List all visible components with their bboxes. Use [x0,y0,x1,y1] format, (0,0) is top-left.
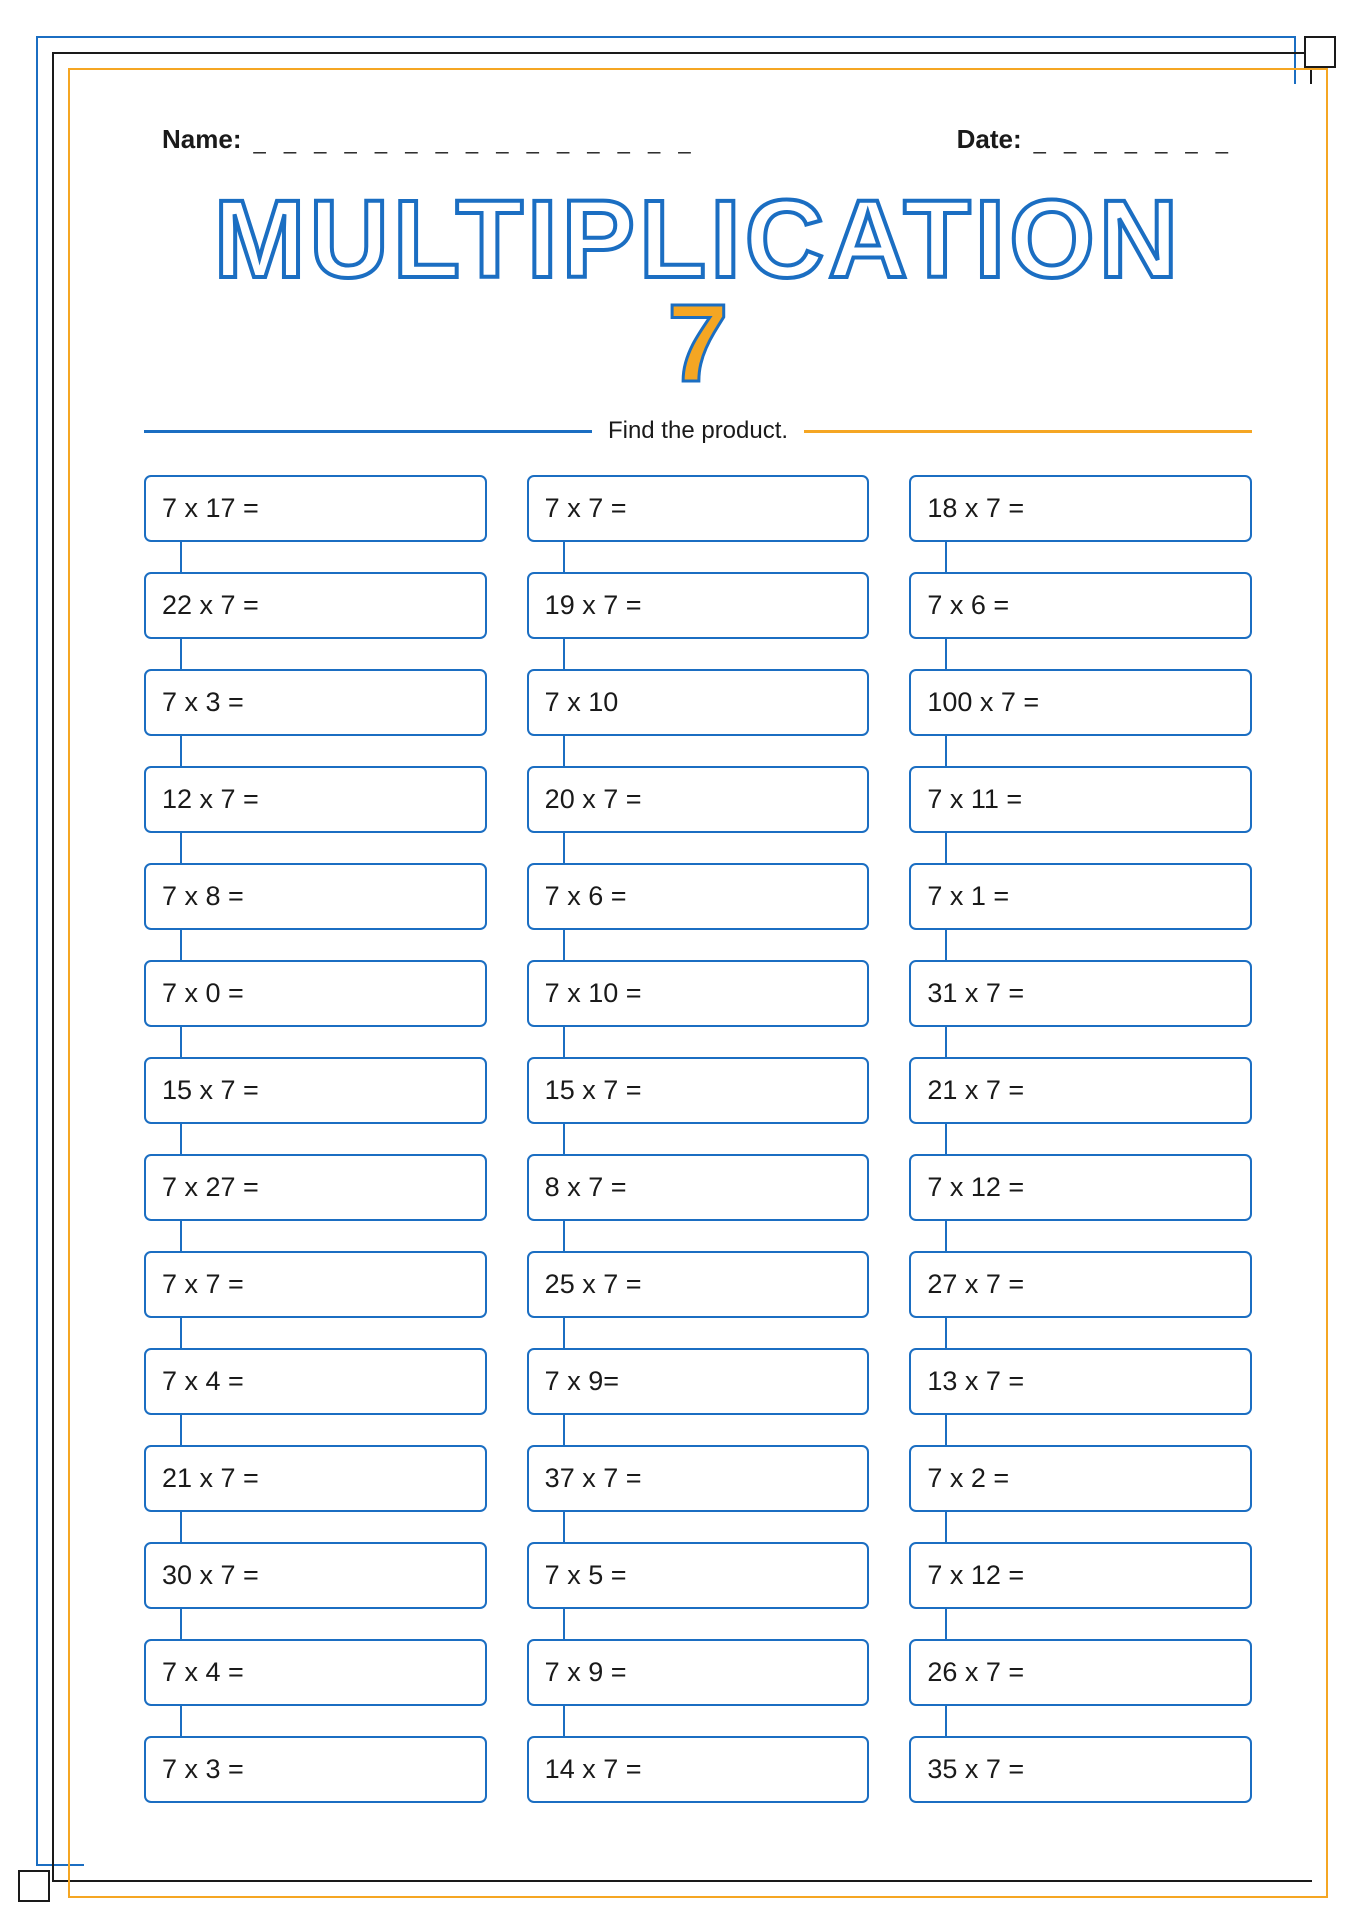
worksheet-number: 7 [667,289,728,399]
problem-box[interactable]: 7 x 7 = [527,475,870,542]
problem-box[interactable]: 7 x 17 = [144,475,487,542]
problem-box[interactable]: 21 x 7 = [909,1057,1252,1124]
name-blank[interactable]: _ _ _ _ _ _ _ _ _ _ _ _ _ _ _ [253,129,696,155]
problem-box[interactable]: 8 x 7 = [527,1154,870,1221]
problem-box[interactable]: 7 x 10 = [527,960,870,1027]
problem-box[interactable]: 22 x 7 = [144,572,487,639]
problem-columns: 7 x 17 = 22 x 7 = 7 x 3 = 12 x 7 = 7 x 8… [124,475,1272,1803]
divider-blue [144,430,592,433]
divider-row: Find the product. [144,417,1252,445]
problem-box[interactable]: 7 x 12 = [909,1154,1252,1221]
header-row: Name: _ _ _ _ _ _ _ _ _ _ _ _ _ _ _ Date… [124,124,1272,155]
problem-box[interactable]: 15 x 7 = [144,1057,487,1124]
problem-box[interactable]: 7 x 6 = [527,863,870,930]
worksheet-page: Name: _ _ _ _ _ _ _ _ _ _ _ _ _ _ _ Date… [84,84,1312,1880]
problem-box[interactable]: 7 x 6 = [909,572,1252,639]
problem-column-3: 18 x 7 = 7 x 6 = 100 x 7 = 7 x 11 = 7 x … [909,475,1252,1803]
problem-box[interactable]: 7 x 10 [527,669,870,736]
problem-box[interactable]: 27 x 7 = [909,1251,1252,1318]
problem-box[interactable]: 7 x 2 = [909,1445,1252,1512]
problem-box[interactable]: 100 x 7 = [909,669,1252,736]
problem-box[interactable]: 7 x 4 = [144,1348,487,1415]
problem-box[interactable]: 31 x 7 = [909,960,1252,1027]
problem-box[interactable]: 15 x 7 = [527,1057,870,1124]
problem-box[interactable]: 7 x 4 = [144,1639,487,1706]
problem-box[interactable]: 30 x 7 = [144,1542,487,1609]
problem-column-2: 7 x 7 = 19 x 7 = 7 x 10 20 x 7 = 7 x 6 =… [527,475,870,1803]
problem-box[interactable]: 7 x 5 = [527,1542,870,1609]
problem-box[interactable]: 7 x 12 = [909,1542,1252,1609]
problem-box[interactable]: 7 x 7 = [144,1251,487,1318]
problem-box[interactable]: 7 x 9 = [527,1639,870,1706]
date-label: Date: [957,124,1022,155]
date-blank[interactable]: _ _ _ _ _ _ _ [1034,129,1234,155]
title-block: MULTIPLICATION 7 [124,185,1272,399]
problem-column-1: 7 x 17 = 22 x 7 = 7 x 3 = 12 x 7 = 7 x 8… [144,475,487,1803]
divider-orange [804,430,1252,433]
name-field: Name: _ _ _ _ _ _ _ _ _ _ _ _ _ _ _ [162,124,697,155]
problem-box[interactable]: 21 x 7 = [144,1445,487,1512]
problem-box[interactable]: 14 x 7 = [527,1736,870,1803]
problem-box[interactable]: 20 x 7 = [527,766,870,833]
date-field: Date: _ _ _ _ _ _ _ [957,124,1234,155]
instruction-text: Find the product. [592,417,804,445]
worksheet-title: MULTIPLICATION [124,185,1272,295]
corner-square-bottom-left [18,1870,50,1902]
problem-box[interactable]: 25 x 7 = [527,1251,870,1318]
problem-box[interactable]: 7 x 27 = [144,1154,487,1221]
problem-box[interactable]: 19 x 7 = [527,572,870,639]
problem-box[interactable]: 26 x 7 = [909,1639,1252,1706]
problem-box[interactable]: 7 x 9= [527,1348,870,1415]
problem-box[interactable]: 37 x 7 = [527,1445,870,1512]
problem-box[interactable]: 12 x 7 = [144,766,487,833]
corner-square-top-right [1304,36,1336,68]
problem-box[interactable]: 18 x 7 = [909,475,1252,542]
problem-box[interactable]: 13 x 7 = [909,1348,1252,1415]
problem-box[interactable]: 7 x 3 = [144,1736,487,1803]
problem-box[interactable]: 7 x 1 = [909,863,1252,930]
problem-box[interactable]: 7 x 11 = [909,766,1252,833]
problem-box[interactable]: 7 x 8 = [144,863,487,930]
name-label: Name: [162,124,241,155]
problem-box[interactable]: 7 x 3 = [144,669,487,736]
problem-box[interactable]: 35 x 7 = [909,1736,1252,1803]
problem-box[interactable]: 7 x 0 = [144,960,487,1027]
